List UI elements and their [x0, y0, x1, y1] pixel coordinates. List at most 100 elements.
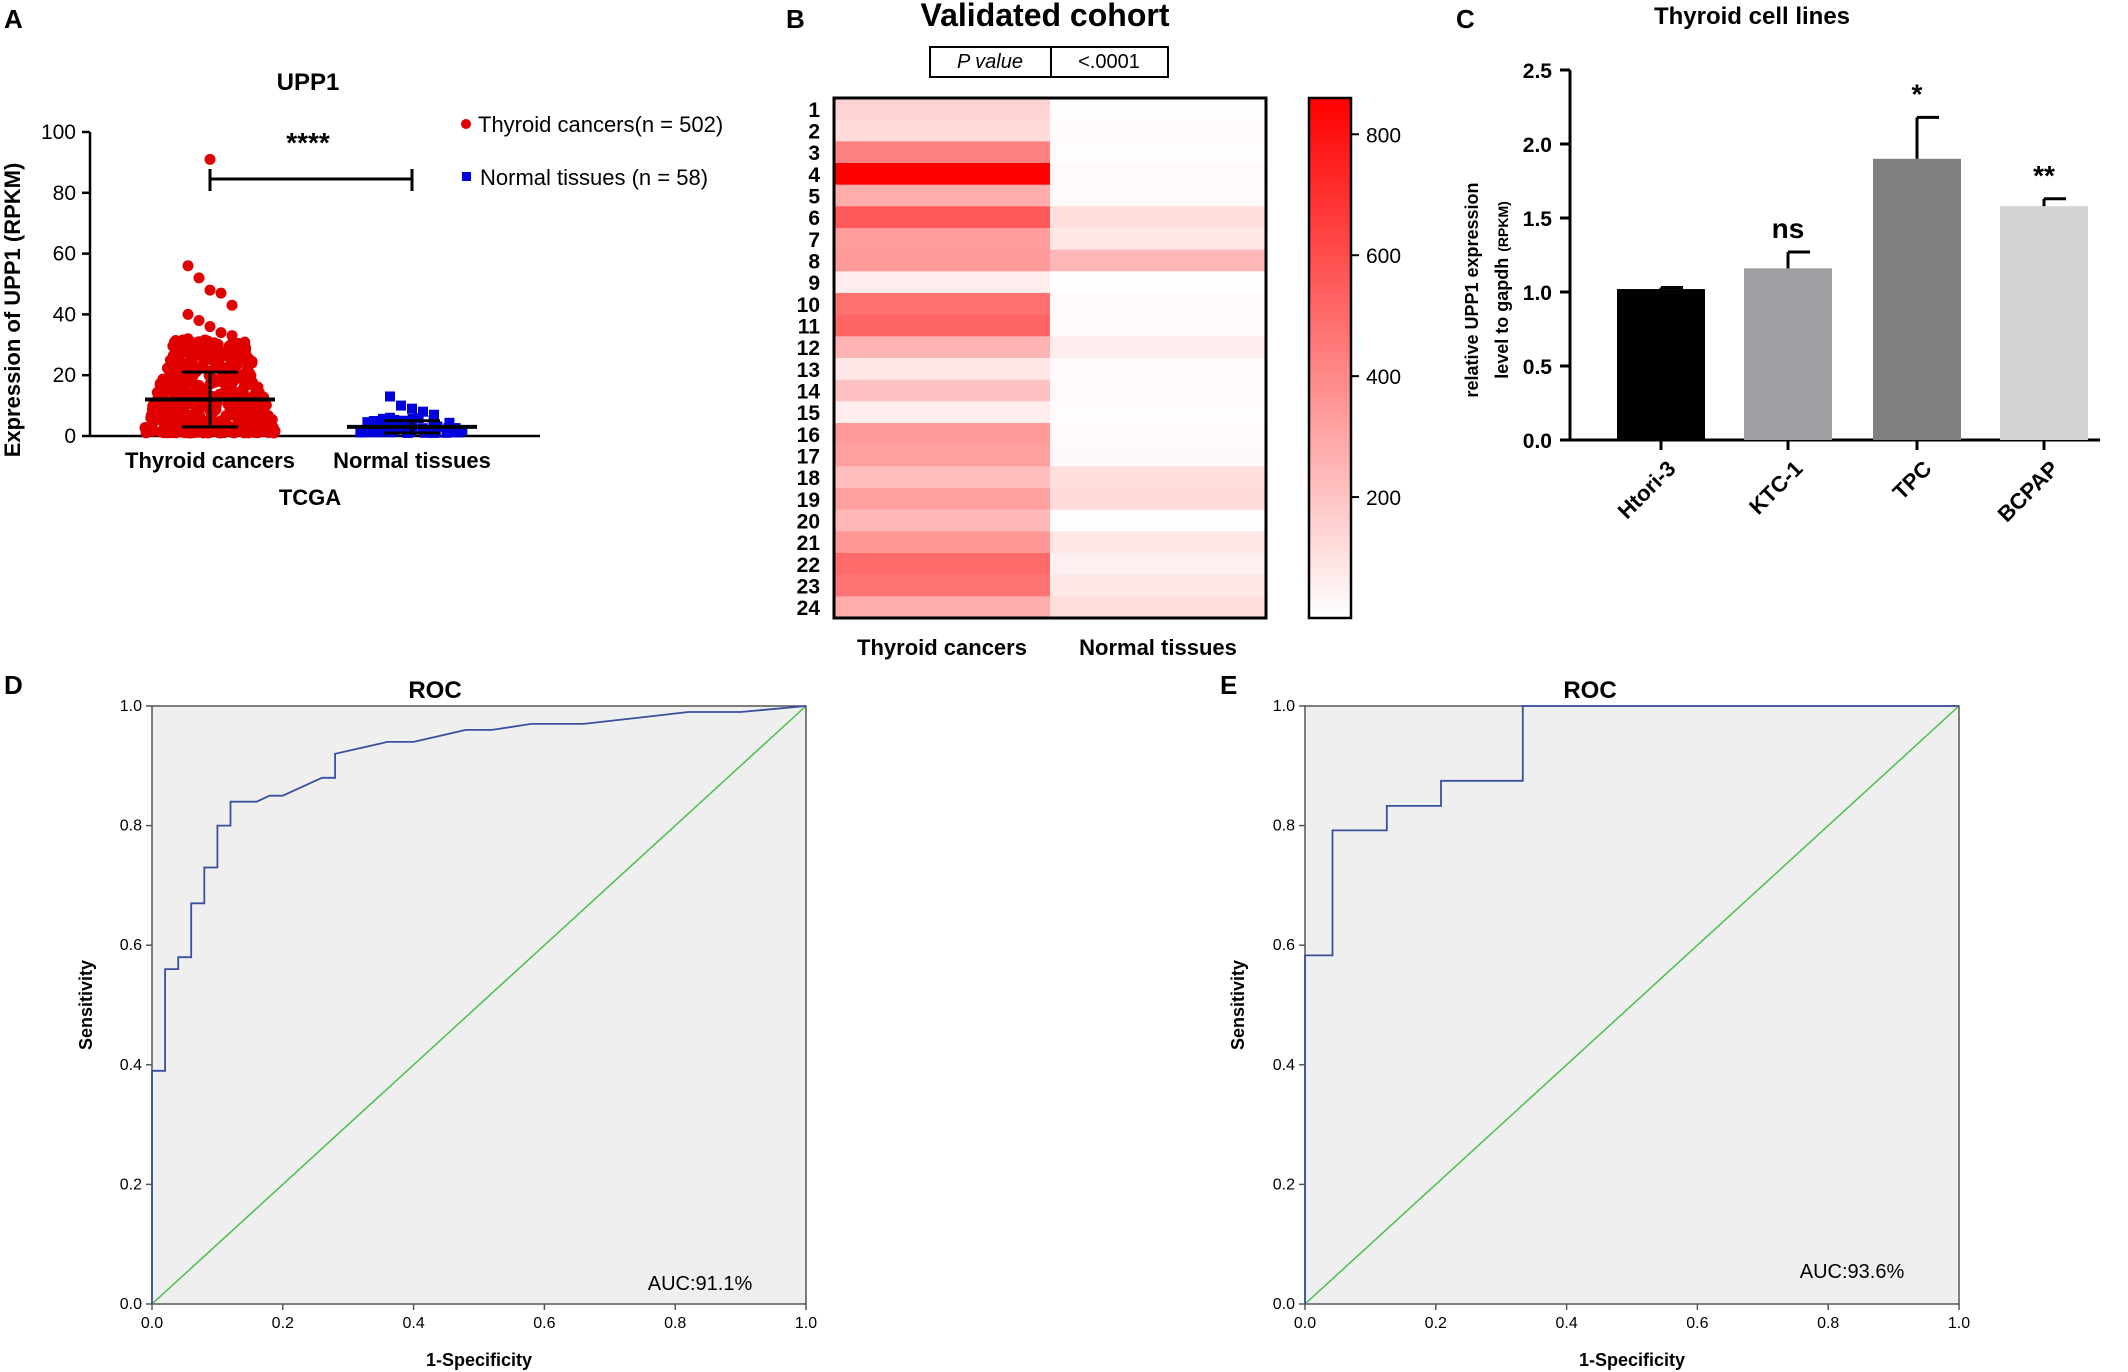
data-point [413, 413, 424, 424]
heatmap-cell [834, 466, 1050, 489]
heatmap-cell [1050, 423, 1266, 446]
pvalue-box [929, 46, 1169, 78]
bar-annotation: ns [1772, 213, 1805, 244]
x-tick-label: 0.2 [272, 1315, 294, 1332]
y-tick-label: 0.0 [1273, 1296, 1295, 1313]
heatmap-cell [1050, 314, 1266, 337]
panel-e-xlabel: 1-Specificity [1579, 1350, 1685, 1370]
data-point [428, 426, 439, 437]
significance-stars: **** [286, 127, 330, 158]
heatmap-cell [834, 336, 1050, 359]
heatmap-cell [1050, 574, 1266, 597]
heatmap-row-label: 2 [808, 121, 820, 144]
data-point [228, 427, 240, 439]
heatmap-row-label: 20 [797, 511, 820, 534]
panel-d-roc-curve [151, 705, 807, 1304]
outlier-point [193, 314, 205, 326]
panel-a-xtick-cancers: Thyroid cancers [125, 448, 295, 473]
data-point [251, 388, 263, 400]
panel-e-ylabel: Sensitivity [1228, 960, 1248, 1050]
outlier-point [396, 400, 406, 411]
data-point [183, 427, 195, 439]
x-tick-label: KTC-1 [1744, 456, 1807, 519]
data-point [368, 426, 379, 437]
panel-c-ylabel-2: level to gapdh(RPKM) [1492, 201, 1512, 379]
panel-d: D ROC 0.0 0.0 0.2 0.2 0.4 0.4 0.6 0.6 0.8 0.8 1.0 1… [4, 670, 817, 1370]
x-tick-label: 0.6 [1686, 1315, 1708, 1332]
heatmap-cell [1050, 488, 1266, 511]
data-point [163, 424, 175, 436]
heatmap-cell [834, 574, 1050, 597]
data-point [164, 415, 176, 427]
data-point [450, 427, 461, 438]
heatmap-cell [834, 358, 1050, 381]
data-point [378, 425, 389, 436]
bar [1617, 289, 1705, 440]
x-tick-label: 0.4 [402, 1315, 424, 1332]
panel-e-ticks: 0.0 0.0 0.2 0.2 0.4 0.4 0.6 0.6 0.8 0.8 1.0 1.0 [1273, 698, 1970, 1332]
heatmap-cell [1050, 293, 1266, 316]
heatmap-cell [834, 206, 1050, 229]
heatmap-cell [1050, 184, 1266, 207]
panel-b-title: Validated cohort [921, 0, 1170, 33]
panel-e-title: ROC [1563, 677, 1616, 704]
heatmap-cell [834, 249, 1050, 272]
heatmap-cell [834, 596, 1050, 619]
legend-marker-cancers [461, 119, 471, 129]
y-tick-label: 1.0 [1523, 282, 1552, 305]
panel-c-title: Thyroid cell lines [1654, 3, 1850, 30]
heatmap-row-label: 23 [797, 576, 820, 599]
outlier-point [215, 327, 227, 339]
heatmap-row-label: 1 [808, 99, 820, 122]
outlier-point [385, 391, 395, 402]
x-tick-label: 0.0 [1294, 1315, 1316, 1332]
heatmap-cell [1050, 249, 1266, 272]
heatmap-cell [1050, 119, 1266, 142]
y-tick-label: 2.5 [1523, 60, 1553, 83]
outlier-point [193, 272, 205, 284]
x-tick-label: TPC [1888, 456, 1937, 505]
pvalue-label: P value [957, 51, 1023, 73]
data-point [441, 427, 452, 438]
data-point [362, 417, 373, 428]
outlier-point [193, 336, 205, 348]
outlier-point [204, 284, 216, 296]
heatmap-col-normal: Normal tissues [1079, 635, 1237, 660]
panel-label-c: C [1456, 4, 1475, 34]
y-tick-label: 1.0 [120, 698, 142, 715]
y-tick-label: 0 [64, 425, 76, 448]
colorbar-tick-label: 800 [1366, 124, 1401, 147]
panel-e-reference-line [1304, 705, 1960, 1305]
outlier-point [429, 409, 439, 420]
y-tick-label: 0.6 [120, 937, 142, 954]
y-tick-label: 40 [53, 303, 76, 326]
panel-a-xlabel: TCGA [279, 485, 341, 510]
panel-label-d: D [4, 670, 23, 700]
heatmap-cell [834, 184, 1050, 207]
x-tick-label: 0.8 [664, 1315, 686, 1332]
y-tick-label: 0.0 [1523, 430, 1552, 453]
colorbar-tick-label: 400 [1366, 366, 1401, 389]
data-point [240, 345, 252, 357]
data-point [146, 424, 158, 436]
data-point [232, 386, 244, 398]
y-tick-label: 60 [53, 243, 76, 266]
colorbar [1307, 96, 1353, 620]
bar [1744, 268, 1832, 440]
heatmap-cell [1050, 163, 1266, 186]
y-tick-label: 20 [53, 364, 76, 387]
heatmap-cell [1050, 509, 1266, 532]
heatmap-row-label: 7 [808, 229, 820, 252]
legend-marker-normal [462, 172, 471, 181]
heatmap-cell [834, 509, 1050, 532]
panel-a-ylabel: Expression of UPP1 (RPKM) [0, 163, 25, 458]
heatmap-row-label: 8 [808, 251, 820, 274]
heatmap-cell [1050, 401, 1266, 424]
data-point [226, 376, 238, 388]
x-tick-label: BCPAP [1993, 456, 2064, 527]
heatmap-row-label: 6 [808, 207, 820, 230]
data-point [209, 360, 221, 372]
panel-d-title: ROC [408, 677, 461, 704]
panel-label-a: A [4, 4, 23, 34]
